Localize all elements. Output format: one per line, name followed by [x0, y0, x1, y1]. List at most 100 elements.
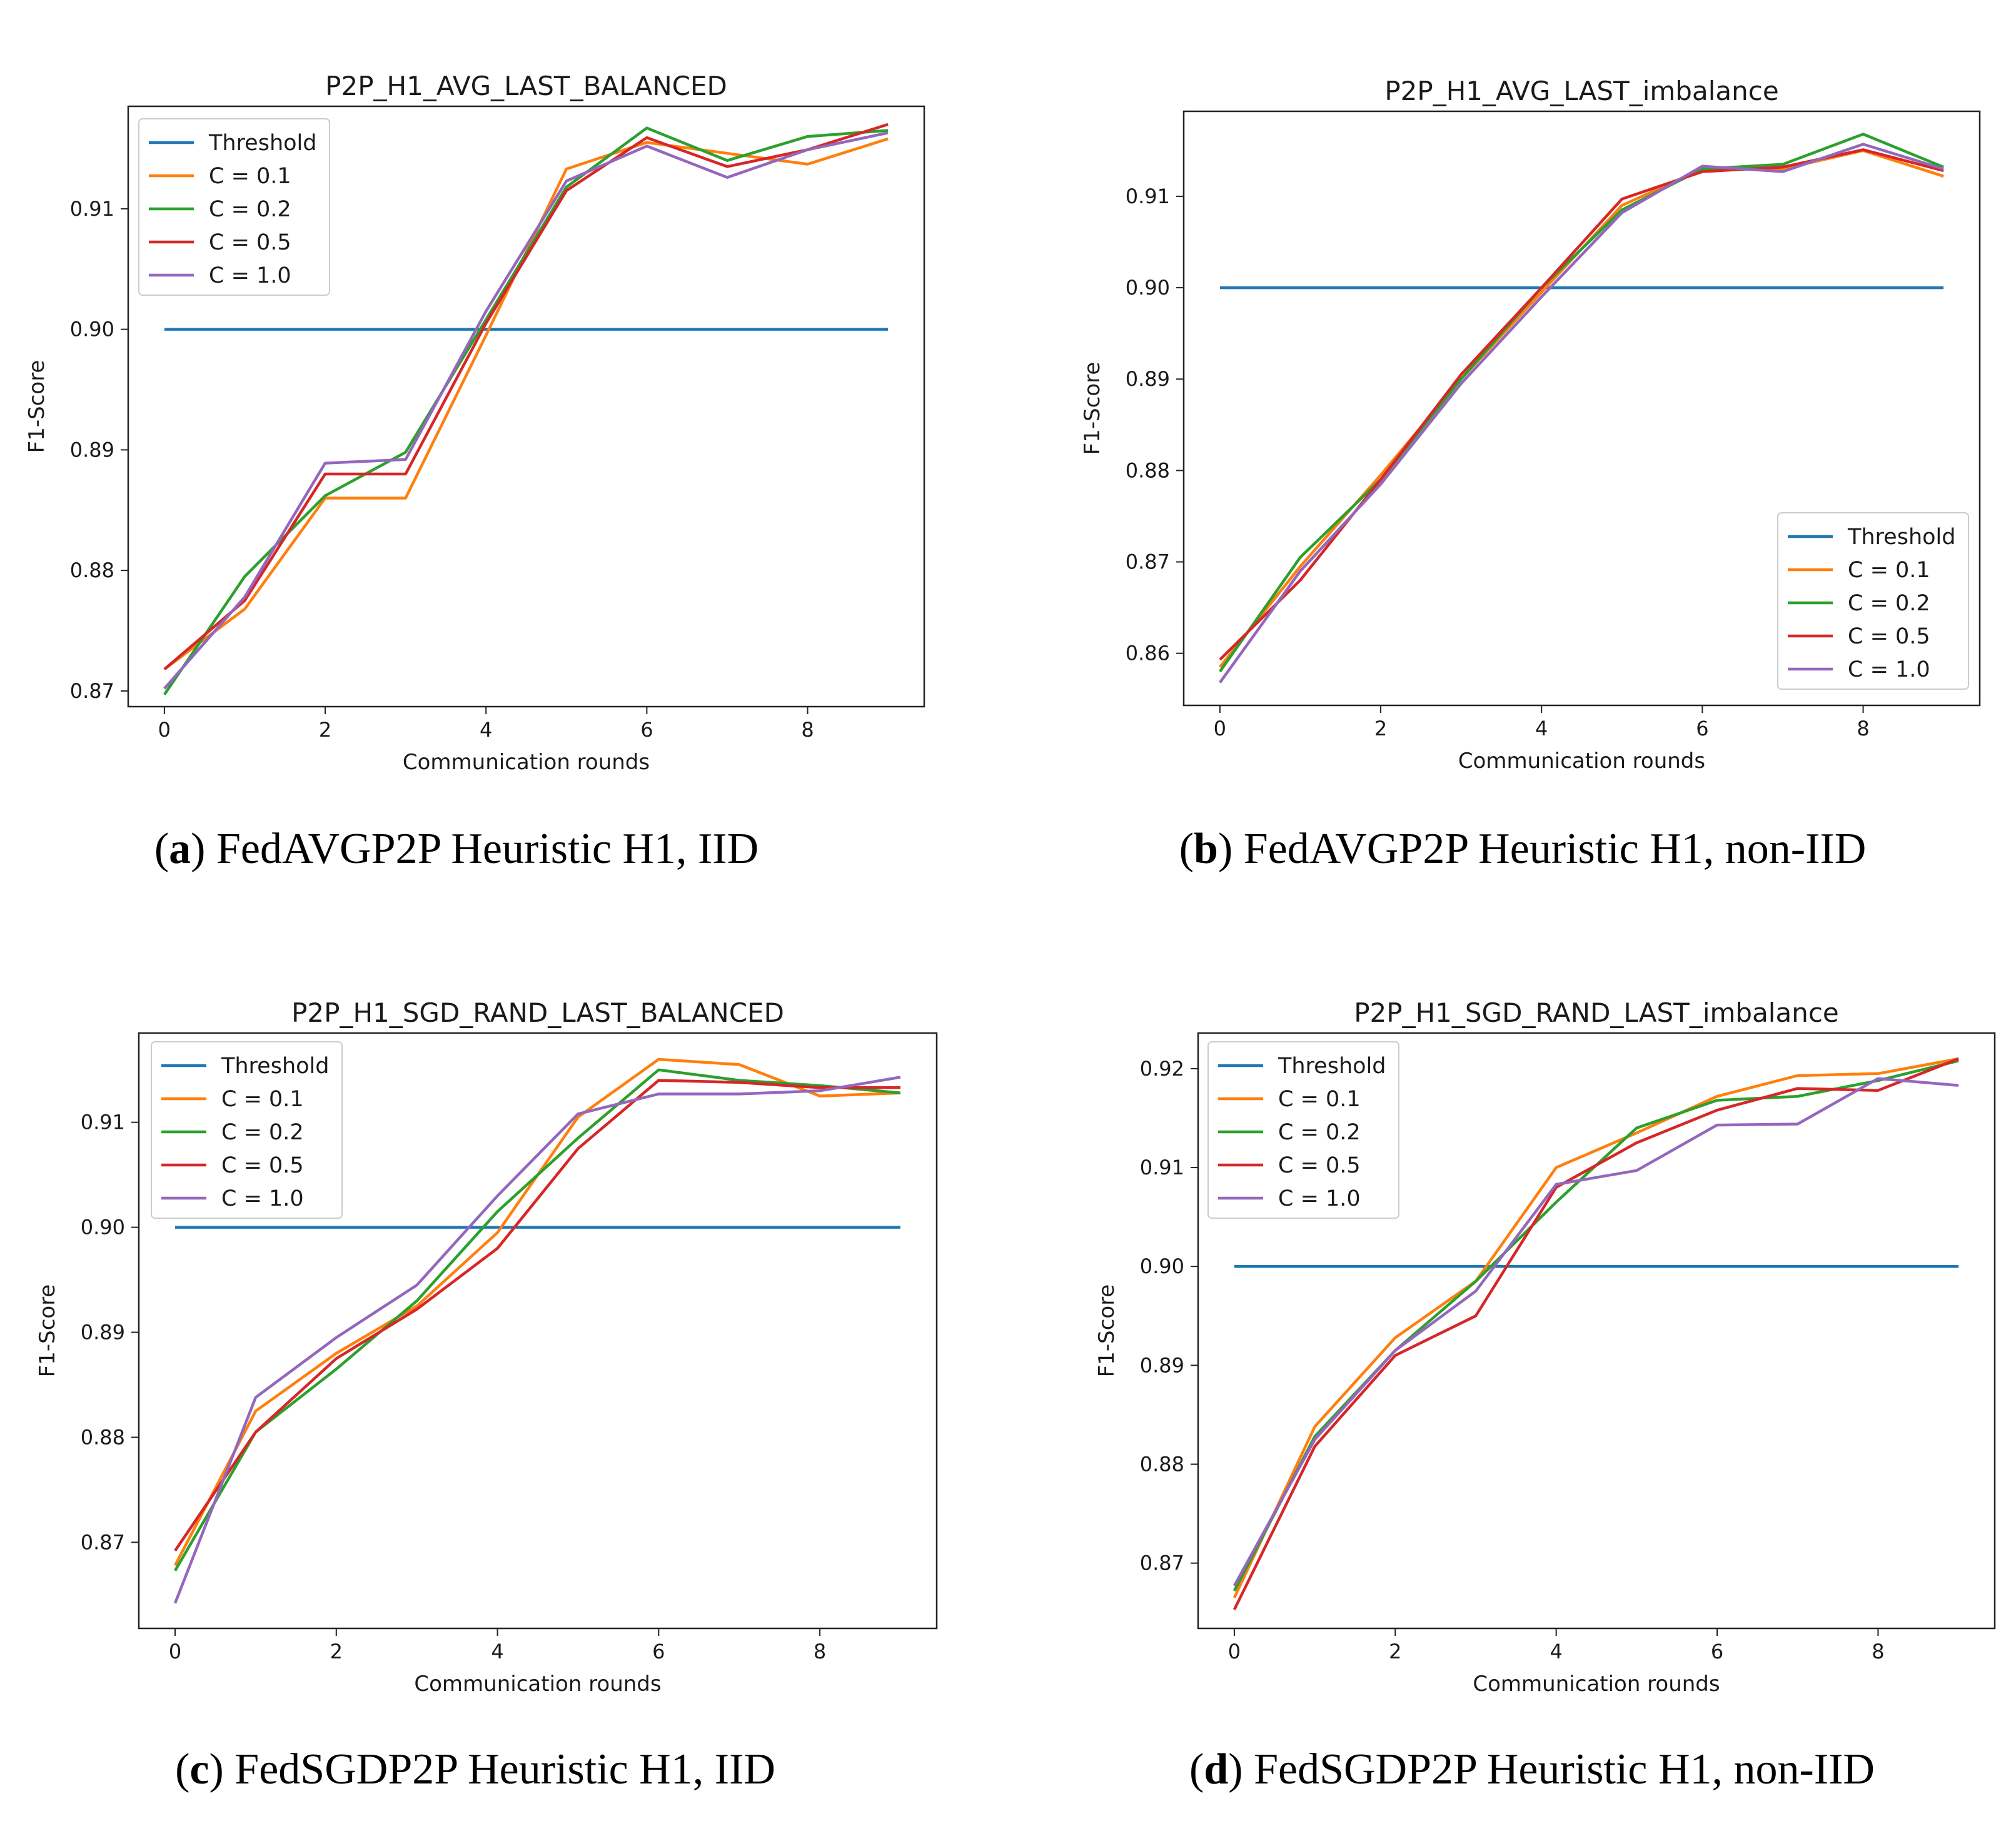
- legend-label-0: Threshold: [1847, 525, 1956, 550]
- x-tick-label: 0: [169, 1640, 181, 1663]
- caption-c-text: FedSGDP2P Heuristic H1, IID: [234, 1745, 775, 1793]
- legend-label-3: C = 0.5: [221, 1153, 304, 1178]
- chart-title: P2P_H1_SGD_RAND_LAST_imbalance: [1354, 997, 1839, 1028]
- legend-label-3: C = 0.5: [1848, 624, 1930, 649]
- y-tick-label: 0.91: [81, 1111, 125, 1134]
- caption-d-letter: d: [1204, 1745, 1229, 1793]
- legend-label-4: C = 1.0: [209, 263, 291, 288]
- x-tick-label: 6: [1696, 717, 1708, 740]
- y-tick-label: 0.86: [1126, 642, 1170, 665]
- chart-title: P2P_H1_SGD_RAND_LAST_BALANCED: [291, 997, 784, 1028]
- caption-b: (b) FedAVGP2P Heuristic H1, non-IID: [1179, 825, 1867, 873]
- series-line-2: [1219, 133, 1944, 673]
- y-tick-label: 0.88: [81, 1425, 125, 1449]
- series-line-1: [1232, 1057, 1959, 1598]
- chart-panel-a: P2P_H1_AVG_LAST_BALANCED 0 2 4 6 8 0.87 0.88 0.8…: [0, 0, 1008, 913]
- legend-box: [1777, 512, 1969, 690]
- x-axis-label: Communication rounds: [1473, 1672, 1720, 1697]
- legend-label-3: C = 0.5: [1278, 1153, 1361, 1178]
- legend-box: [151, 1041, 343, 1219]
- y-tick-label: 0.90: [1126, 276, 1170, 300]
- plot-frame: [127, 105, 925, 708]
- x-tick-label: 2: [1389, 1640, 1401, 1663]
- x-axis-label: Communication rounds: [414, 1672, 661, 1697]
- series-line-3: [174, 1079, 900, 1552]
- series-line-3: [1232, 1057, 1959, 1610]
- x-tick-label: 4: [1535, 717, 1548, 740]
- x-tick-label: 8: [1872, 1640, 1884, 1663]
- x-tick-label: 4: [1550, 1640, 1562, 1663]
- y-tick-label: 0.90: [81, 1216, 125, 1239]
- chart-panel-b: P2P_H1_AVG_LAST_imbalance 0 2 4 6 8 0.86 0.87 0.…: [1080, 76, 1981, 873]
- x-tick-label: 6: [1711, 1640, 1723, 1663]
- caption-d-text: FedSGDP2P Heuristic H1, non-IID: [1254, 1745, 1875, 1793]
- plot-frame: [1182, 110, 1981, 707]
- y-tick-label: 0.89: [1126, 367, 1170, 391]
- plot-frame: [1197, 1032, 1996, 1630]
- caption-a-letter: a: [169, 825, 191, 873]
- legend-box: [1207, 1041, 1399, 1219]
- caption-c-letter: c: [189, 1745, 209, 1793]
- caption-a: (a) FedAVGP2P Heuristic H1, IID: [154, 825, 759, 873]
- y-tick-label: 0.91: [1126, 184, 1170, 208]
- legend-label-1: C = 0.1: [1278, 1087, 1361, 1112]
- chart-title: P2P_H1_AVG_LAST_imbalance: [1384, 76, 1778, 106]
- caption-a-text: FedAVGP2P Heuristic H1, IID: [216, 825, 759, 873]
- chart-panel-c: P2P_H1_SGD_RAND_LAST_BALANCED 0 2 4 6 8 0.87 0.…: [35, 997, 938, 1793]
- caption-b-text: FedAVGP2P Heuristic H1, non-IID: [1243, 825, 1867, 873]
- caption-c: (c) FedSGDP2P Heuristic H1, IID: [175, 1745, 775, 1793]
- y-tick-label: 0.92: [1140, 1057, 1184, 1081]
- y-tick-label: 0.91: [70, 197, 114, 221]
- y-tick-label: 0.87: [1126, 550, 1170, 574]
- y-tick-label: 0.87: [70, 679, 114, 703]
- plot-frame: [138, 1032, 938, 1630]
- legend-label-4: C = 1.0: [221, 1186, 304, 1211]
- legend-label-2: C = 0.2: [221, 1120, 304, 1145]
- legend-label-0: Threshold: [208, 131, 317, 156]
- y-axis-label: F1-Score: [1094, 1284, 1119, 1378]
- series-line-2: [174, 1068, 901, 1571]
- x-tick-label: 2: [1374, 717, 1387, 740]
- legend-label-2: C = 0.2: [209, 197, 291, 222]
- y-tick-label: 0.88: [1140, 1452, 1184, 1476]
- y-tick-label: 0.91: [1140, 1156, 1184, 1179]
- x-tick-label: 0: [1214, 717, 1226, 740]
- x-tick-label: 8: [814, 1640, 826, 1663]
- legend-label-1: C = 0.1: [221, 1087, 304, 1112]
- series-line-4: [163, 131, 889, 690]
- y-axis-label: F1-Score: [24, 360, 49, 453]
- legend-label-1: C = 0.1: [209, 164, 291, 189]
- legend-label-3: C = 0.5: [209, 230, 291, 255]
- legend-label-0: Threshold: [1278, 1054, 1386, 1079]
- series-line-4: [1219, 143, 1944, 683]
- x-tick-label: 0: [158, 718, 171, 742]
- x-tick-label: 0: [1228, 1640, 1241, 1663]
- x-tick-label: 8: [801, 718, 814, 742]
- chart-c-svg: P2P_H1_SGD_RAND_LAST_BALANCED 0 2 4 6 8 0.87 0.…: [35, 997, 938, 1697]
- x-tick-label: 4: [491, 1640, 503, 1663]
- y-tick-label: 0.88: [70, 558, 114, 582]
- y-tick-label: 0.89: [81, 1321, 125, 1344]
- x-tick-label: 8: [1857, 717, 1869, 740]
- chart-title: P2P_H1_AVG_LAST_BALANCED: [325, 71, 727, 101]
- y-axis-label: F1-Score: [1080, 362, 1105, 455]
- x-axis-label: Communication rounds: [403, 750, 650, 775]
- y-axis-label: F1-Score: [35, 1284, 60, 1378]
- caption-d: (d) FedSGDP2P Heuristic H1, non-IID: [1189, 1745, 1875, 1793]
- y-tick-label: 0.87: [1140, 1551, 1184, 1575]
- legend-label-2: C = 0.2: [1848, 591, 1930, 616]
- legend-label-4: C = 1.0: [1848, 657, 1930, 682]
- legend-label-0: Threshold: [221, 1054, 330, 1079]
- x-axis-label: Communication rounds: [1458, 749, 1705, 774]
- chart-a-svg: P2P_H1_AVG_LAST_BALANCED 0 2 4 6 8 0.87 0.88 0.8…: [24, 71, 925, 775]
- x-tick-label: 2: [330, 1640, 343, 1663]
- y-tick-label: 0.90: [70, 318, 114, 341]
- x-tick-label: 6: [652, 1640, 665, 1663]
- legend-label-1: C = 0.1: [1848, 558, 1930, 583]
- series-line-3: [163, 123, 889, 670]
- x-tick-label: 4: [480, 718, 492, 742]
- y-tick-label: 0.88: [1126, 458, 1170, 482]
- legend-label-4: C = 1.0: [1278, 1186, 1361, 1211]
- x-tick-label: 6: [640, 718, 653, 742]
